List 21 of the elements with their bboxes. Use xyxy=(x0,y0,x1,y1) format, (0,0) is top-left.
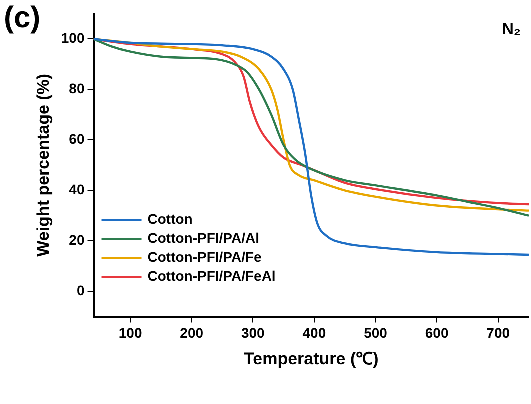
y-tick-label: 100 xyxy=(61,30,85,46)
y-tick-label: 80 xyxy=(69,80,85,97)
y-tick-label: 20 xyxy=(69,232,85,248)
y-tick-label: 40 xyxy=(69,181,85,198)
x-tick-label: 200 xyxy=(180,325,204,342)
legend-label: Cotton-PFI/PA/FeAl xyxy=(148,268,276,284)
x-tick-label: 700 xyxy=(486,325,510,342)
x-tick-label: 300 xyxy=(241,325,266,342)
legend-label: Cotton xyxy=(148,211,193,228)
y-tick-label: 60 xyxy=(69,131,85,148)
x-axis-title: Temperature (℃) xyxy=(244,349,379,368)
x-tick-label: 500 xyxy=(364,325,388,342)
x-tick-label: 400 xyxy=(302,325,326,342)
y-tick-label: 0 xyxy=(76,282,85,298)
legend-label: Cotton-PFI/PA/Fe xyxy=(148,249,262,266)
y-axis-title: Weight percentage (%) xyxy=(34,74,53,257)
x-tick-label: 600 xyxy=(425,325,449,342)
x-tick-label: 100 xyxy=(118,325,142,342)
text: (c) xyxy=(4,1,41,34)
annotation: N₂ xyxy=(502,21,521,38)
legend-label: Cotton-PFI/PA/Al xyxy=(148,230,260,246)
